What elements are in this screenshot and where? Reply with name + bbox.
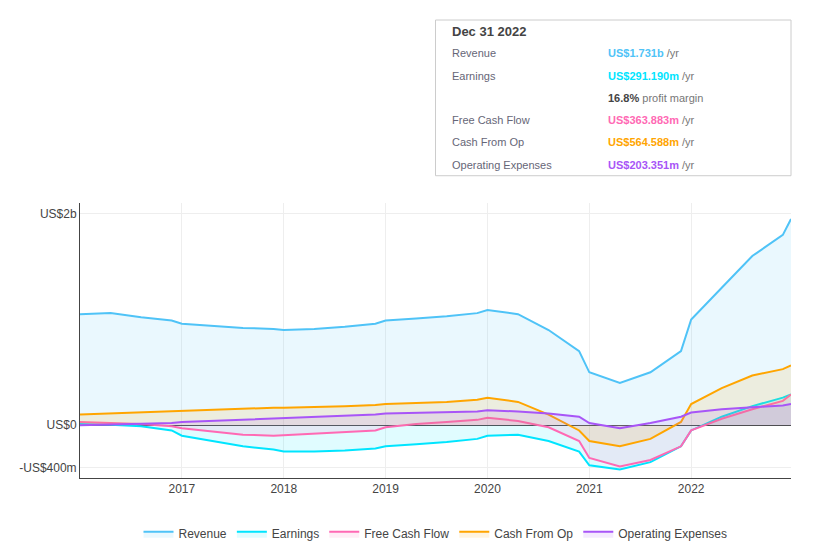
svg-text:US$203.351m /yr: US$203.351m /yr (608, 159, 695, 171)
svg-text:-US$400m: -US$400m (19, 461, 76, 475)
svg-text:US$0: US$0 (47, 418, 77, 432)
svg-text:2022: 2022 (678, 482, 705, 496)
svg-text:Cash From Op: Cash From Op (452, 136, 524, 148)
svg-text:2021: 2021 (576, 482, 603, 496)
svg-text:US$291.190m /yr: US$291.190m /yr (608, 70, 695, 82)
svg-text:Operating Expenses: Operating Expenses (452, 159, 552, 171)
svg-text:US$363.883m /yr: US$363.883m /yr (608, 114, 695, 126)
svg-text:US$564.588m /yr: US$564.588m /yr (608, 136, 695, 148)
svg-text:2017: 2017 (169, 482, 196, 496)
svg-text:2018: 2018 (270, 482, 297, 496)
svg-text:Cash From Op: Cash From Op (494, 527, 573, 541)
svg-text:Free Cash Flow: Free Cash Flow (364, 527, 449, 541)
svg-text:2019: 2019 (372, 482, 399, 496)
svg-text:Earnings: Earnings (452, 70, 496, 82)
svg-text:Dec 31 2022: Dec 31 2022 (452, 24, 526, 39)
svg-text:Revenue: Revenue (179, 527, 227, 541)
svg-text:US$1.731b /yr: US$1.731b /yr (608, 47, 679, 59)
svg-text:Free Cash Flow: Free Cash Flow (452, 114, 530, 126)
svg-text:16.8% profit margin: 16.8% profit margin (608, 92, 703, 104)
svg-text:Earnings: Earnings (272, 527, 319, 541)
svg-text:Operating Expenses: Operating Expenses (618, 527, 727, 541)
svg-text:US$2b: US$2b (40, 207, 77, 221)
svg-text:Revenue: Revenue (452, 47, 496, 59)
svg-text:2020: 2020 (474, 482, 501, 496)
